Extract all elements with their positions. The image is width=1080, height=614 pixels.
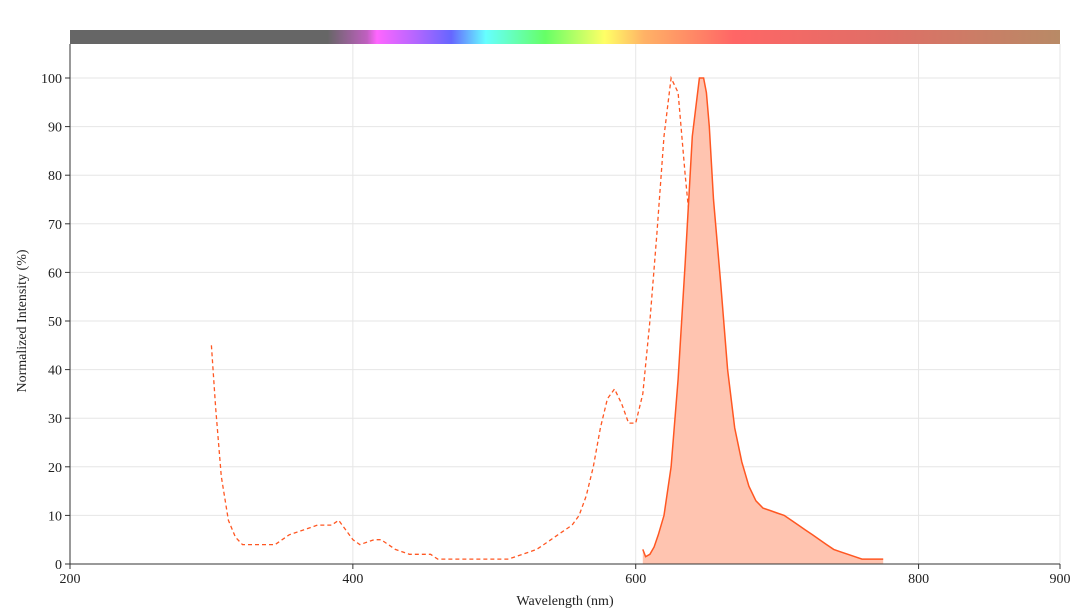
y-tick-label: 90 xyxy=(48,121,62,136)
excitation-curve xyxy=(210,75,771,565)
x-tick-label: 200 xyxy=(60,572,81,587)
series-layer xyxy=(210,75,884,565)
y-tick-label: 0 xyxy=(55,558,62,573)
emission-curve xyxy=(642,77,884,560)
x-tick-label: 800 xyxy=(908,572,929,587)
y-tick-label: 10 xyxy=(48,509,62,524)
y-axis-title: Normalized Intensity (%) xyxy=(15,249,30,392)
y-tick-label: 100 xyxy=(41,72,62,87)
grid-lines xyxy=(70,44,1061,564)
y-tick-label: 20 xyxy=(48,461,62,476)
x-tick-label: 600 xyxy=(625,572,646,587)
y-tick-label: 50 xyxy=(48,315,62,330)
wavelength-spectrum-bar xyxy=(70,30,1060,44)
y-tick-label: 40 xyxy=(48,364,62,379)
x-tick-label: 900 xyxy=(1050,572,1071,587)
emission-area-fill xyxy=(642,78,884,564)
x-tick-label: 400 xyxy=(342,572,363,587)
y-tick-label: 30 xyxy=(48,412,62,427)
y-tick-label: 60 xyxy=(48,266,62,281)
y-tick-label: 80 xyxy=(48,169,62,184)
axes-layer: 0 10 20 30 40 50 60 70 80 90 100 200 400 600 800 900 xyxy=(41,44,1071,587)
y-tick-label: 70 xyxy=(48,218,62,233)
x-axis-title: Wavelength (nm) xyxy=(516,594,614,609)
